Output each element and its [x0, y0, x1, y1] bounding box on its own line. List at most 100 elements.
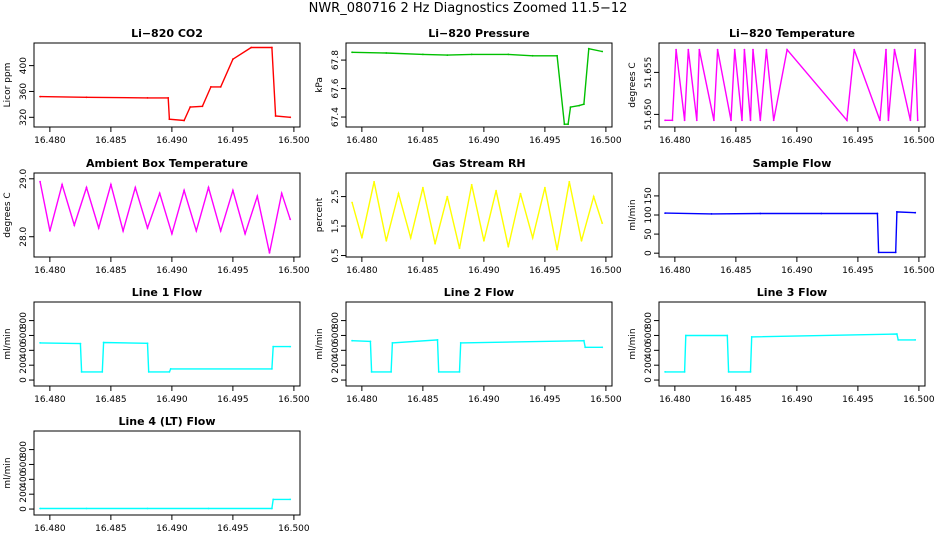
plot-frame [33, 172, 301, 258]
x-tick-label: 16.480 [34, 136, 66, 146]
data-point [201, 105, 204, 108]
x-tick-label: 16.490 [156, 524, 188, 534]
data-point [846, 119, 848, 122]
x-tick-label: 16.495 [529, 266, 561, 276]
data-point [61, 183, 63, 186]
y-tick-label: 360 [19, 83, 29, 100]
data-point [772, 119, 775, 122]
x-tick-label: 16.495 [529, 136, 561, 146]
x-tick-label: 16.480 [659, 266, 691, 276]
data-point [698, 48, 701, 51]
data-point [351, 339, 353, 342]
data-point [749, 371, 752, 373]
x-tick-label: 16.480 [34, 266, 66, 276]
y-tick-label: 28.0 [19, 226, 29, 246]
data-point [914, 211, 917, 214]
y-tick-label: 400 [19, 470, 29, 487]
data-point [914, 339, 917, 341]
series-line [40, 498, 291, 510]
y-tick-label: 2.5 [331, 189, 341, 203]
data-point [351, 201, 353, 204]
x-tick-label: 16.495 [217, 395, 249, 405]
data-point [531, 236, 534, 239]
chart-panel: Li−820 Pressure 16.480 16.485 16.490 16.495 1… [315, 27, 622, 146]
data-point [169, 368, 172, 370]
y-tick-label: 29.0 [19, 169, 29, 189]
data-point [171, 232, 173, 235]
chart-panel: Line 3 Flow 16.480 16.485 16.490 16.495 16.50… [628, 286, 935, 405]
x-tick-label: 16.485 [720, 266, 752, 276]
plot-frame [33, 430, 301, 516]
data-point [397, 192, 400, 195]
chart-title: Line 1 Flow [132, 286, 202, 299]
data-point [683, 119, 686, 122]
y-tick-label: 200 [19, 356, 29, 373]
y-tick-label: 51.655 [644, 57, 654, 89]
data-point [664, 119, 666, 122]
x-tick-label: 16.480 [346, 395, 378, 405]
x-tick-label: 16.490 [781, 395, 813, 405]
plot-frame [33, 42, 301, 128]
x-tick-label: 16.500 [278, 136, 310, 146]
data-point [531, 54, 534, 57]
chart-panel: Line 2 Flow 16.480 16.485 16.490 16.495 16.50… [315, 286, 622, 405]
y-tick-label: 200 [644, 356, 654, 373]
data-point [853, 48, 856, 51]
data-point [385, 239, 388, 242]
x-tick-label: 16.480 [659, 136, 691, 146]
data-point [741, 119, 743, 122]
y-tick-label: 320 [19, 108, 29, 125]
x-tick-label: 16.485 [95, 266, 127, 276]
data-point [409, 236, 412, 239]
data-point [85, 96, 88, 99]
y-tick-label: 150 [644, 187, 654, 204]
data-point [268, 252, 271, 254]
data-point [39, 95, 41, 98]
data-point [601, 222, 604, 225]
data-point [122, 230, 124, 232]
data-point [289, 218, 292, 221]
data-point [250, 46, 253, 49]
data-point [695, 119, 698, 122]
y-axis-label: kPa [315, 77, 325, 93]
y-axis-label: ml/min [3, 328, 13, 359]
x-tick-label: 16.485 [95, 395, 127, 405]
data-point [271, 368, 273, 370]
data-point [749, 119, 752, 122]
data-point [189, 106, 192, 108]
data-point [459, 342, 462, 344]
chart-panel: Ambient Box Temperature 16.480 16.485 16.49… [3, 157, 310, 276]
chart-title: Gas Stream RH [432, 157, 525, 170]
y-tick-label: 0.5 [331, 248, 341, 262]
data-point [759, 119, 762, 122]
y-tick-label: 400 [19, 57, 29, 74]
y-tick-label: 67.4 [331, 107, 341, 127]
x-tick-label: 16.500 [590, 136, 622, 146]
y-tick-label: 800 [644, 312, 654, 329]
data-point [664, 371, 666, 373]
data-point [519, 192, 522, 195]
plot-frame [345, 301, 613, 387]
data-point [446, 54, 449, 56]
y-tick-label: 600 [19, 327, 29, 344]
series-line [40, 46, 291, 122]
y-tick-label: 67.8 [331, 50, 341, 70]
data-point [207, 507, 210, 510]
x-tick-label: 16.500 [278, 266, 310, 276]
data-point [726, 334, 729, 337]
data-point [820, 212, 823, 215]
x-tick-label: 16.480 [346, 136, 378, 146]
x-tick-label: 16.500 [590, 266, 622, 276]
data-point [146, 507, 149, 510]
data-point [39, 507, 41, 510]
y-tick-label: 51.650 [644, 98, 654, 130]
data-point [601, 346, 604, 349]
data-point [567, 123, 569, 126]
data-point [369, 340, 372, 343]
y-tick-label: 200 [331, 356, 341, 373]
x-tick-label: 16.485 [407, 136, 439, 146]
data-point [727, 371, 730, 373]
x-tick-label: 16.490 [781, 136, 813, 146]
data-point [592, 195, 595, 198]
chart-title: Line 2 Flow [444, 286, 514, 299]
